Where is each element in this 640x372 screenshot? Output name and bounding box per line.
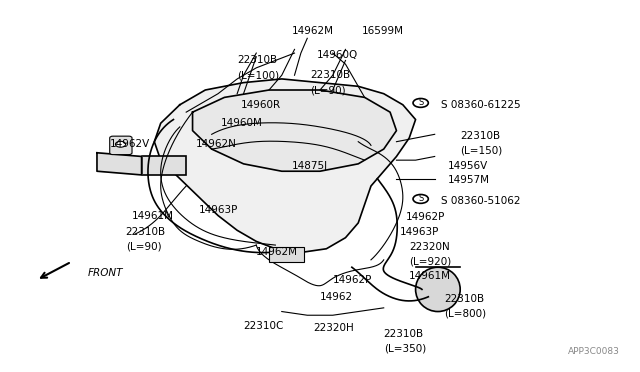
Text: S: S [418,195,423,203]
Text: 16599M: 16599M [362,26,403,36]
Text: 22310B: 22310B [125,227,166,237]
Text: 14962M: 14962M [291,26,333,36]
FancyBboxPatch shape [109,136,132,155]
Text: 14961M: 14961M [132,211,174,221]
Circle shape [413,99,428,108]
Text: 22310B: 22310B [384,329,424,339]
Text: S 08360-61225: S 08360-61225 [441,100,521,110]
Bar [269,247,304,262]
Text: (L=90): (L=90) [310,85,346,95]
Text: S: S [418,99,423,108]
Text: 14963P: 14963P [399,227,439,237]
Text: 14962P: 14962P [333,275,372,285]
Text: (L=350): (L=350) [384,343,426,353]
Text: APP3C0083: APP3C0083 [568,347,620,356]
Text: (L=800): (L=800) [444,308,486,318]
Circle shape [115,141,125,147]
Text: 22310B: 22310B [237,55,277,65]
Text: 22320H: 22320H [314,323,355,333]
Text: 14962N: 14962N [196,138,237,148]
Text: 14956V: 14956V [447,161,488,171]
Text: S 08360-51062: S 08360-51062 [441,196,520,206]
Text: 14962M: 14962M [256,247,298,257]
Text: (L=100): (L=100) [237,70,279,80]
Polygon shape [193,90,396,171]
Text: 14962P: 14962P [406,212,445,222]
Text: 22310B: 22310B [310,70,351,80]
Text: (L=150): (L=150) [460,146,502,156]
Text: 14957M: 14957M [447,176,490,186]
Text: 22310B: 22310B [460,131,500,141]
Bar [141,157,186,175]
Text: 22320N: 22320N [409,242,450,252]
Text: 14961M: 14961M [409,272,451,282]
Text: 14962: 14962 [320,292,353,302]
Polygon shape [154,79,415,253]
Text: 22310B: 22310B [444,294,484,304]
Text: (L=90): (L=90) [125,242,161,252]
Text: 14960Q: 14960Q [317,50,358,60]
Polygon shape [97,153,141,175]
Text: (L=920): (L=920) [409,257,451,267]
Text: 14962V: 14962V [109,138,150,148]
Text: 14960M: 14960M [221,118,263,128]
Ellipse shape [415,267,460,311]
Circle shape [413,195,428,203]
Text: 14960R: 14960R [241,100,280,110]
Text: 22310C: 22310C [244,321,284,331]
Text: 14963P: 14963P [199,205,238,215]
Text: FRONT: FRONT [88,268,123,278]
Text: 14875J: 14875J [291,161,328,171]
